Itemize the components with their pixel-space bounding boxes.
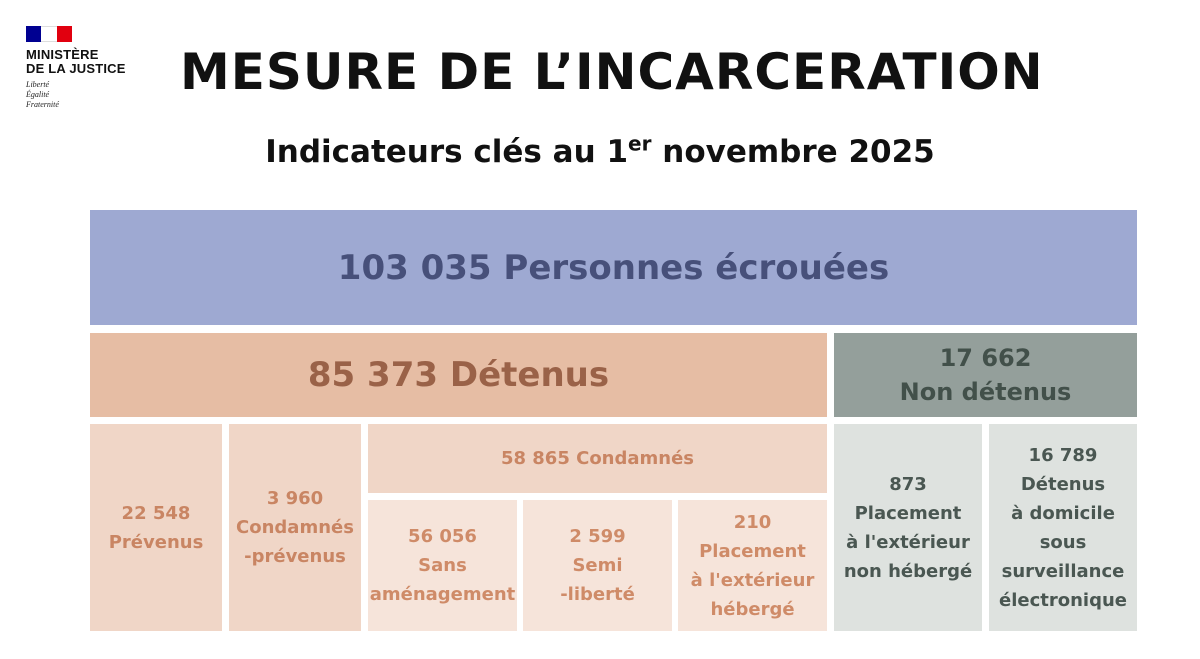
detenus-label: 85 373 Détenus xyxy=(307,355,610,395)
condamnes-prevenus-label: -prévenus xyxy=(244,546,346,567)
subtitle-date: novembre 2025 xyxy=(651,134,935,170)
placement-non-heberge-label: Placement xyxy=(854,502,962,524)
condamnes-prevenus-label: Condamnés xyxy=(236,517,354,538)
sans-amenagement-label: aménagement xyxy=(369,584,516,605)
placement-heberge-box: 210 Placement à l'extérieur hébergé xyxy=(678,500,827,631)
placement-heberge-label: hébergé xyxy=(710,598,795,620)
page-subtitle: Indicateurs clés au 1er novembre 2025 xyxy=(0,131,1200,173)
placement-heberge-label: Placement xyxy=(699,540,806,562)
semi-liberte-label: Semi xyxy=(572,555,623,576)
semi-liberte-value: 2 599 xyxy=(569,526,626,547)
surveillance-electronique-box: 16 789 Détenus à domicile sous surveilla… xyxy=(989,424,1137,631)
placement-non-heberge-box: 873 Placement à l'extérieur non hébergé xyxy=(834,424,982,631)
flag-red-band xyxy=(56,26,72,42)
condamnes-prevenus-value: 3 960 xyxy=(266,488,324,509)
semi-liberte-label: -liberté xyxy=(560,584,635,605)
detenus-box: 85 373 Détenus xyxy=(90,333,827,417)
surveillance-electronique-label: à domicile xyxy=(1011,502,1115,524)
ministry-logo: MINISTÈRE DE LA JUSTICE Liberté Égalité … xyxy=(26,26,156,110)
motto-line: Fraternité xyxy=(26,100,59,109)
condamnes-box: 58 865 Condamnés xyxy=(368,424,827,493)
surveillance-electronique-label: surveillance xyxy=(1001,560,1125,582)
motto-line: Égalité xyxy=(26,90,50,99)
non-detenus-label: Non détenus xyxy=(899,378,1072,406)
sans-amenagement-label: Sans xyxy=(418,555,467,576)
placement-heberge-value: 210 xyxy=(733,511,772,533)
subtitle-superscript: er xyxy=(628,131,652,156)
surveillance-electronique-label: Détenus xyxy=(1020,473,1106,495)
surveillance-electronique-value: 16 789 xyxy=(1028,444,1098,466)
ministry-name-line: DE LA JUSTICE xyxy=(26,61,126,76)
non-detenus-value: 17 662 xyxy=(939,344,1032,372)
flag-white-band xyxy=(41,26,57,42)
marianne-flag-icon xyxy=(26,26,72,42)
total-ecroues-label: 103 035 Personnes écrouées xyxy=(337,247,890,288)
sans-amenagement-box: 56 056 Sans aménagement xyxy=(368,500,517,631)
flag-blue-band xyxy=(26,26,42,42)
placement-non-heberge-label: non hébergé xyxy=(843,560,973,582)
prevenus-box: 22 548 Prévenus xyxy=(90,424,222,631)
prevenus-label: Prévenus xyxy=(108,531,204,553)
republic-motto: Liberté Égalité Fraternité xyxy=(26,80,156,110)
page-title: MESURE DE L’INCARCERATION xyxy=(180,43,1044,101)
surveillance-electronique-label: électronique xyxy=(999,589,1127,611)
ministry-name: MINISTÈRE DE LA JUSTICE xyxy=(26,48,156,76)
non-detenus-box: 17 662 Non détenus xyxy=(834,333,1137,417)
semi-liberte-box: 2 599 Semi -liberté xyxy=(523,500,672,631)
subtitle-text: Indicateurs clés au 1 xyxy=(265,134,629,170)
total-ecroues-box: 103 035 Personnes écrouées xyxy=(90,210,1137,325)
condamnes-label: 58 865 Condamnés xyxy=(500,448,695,469)
condamnes-prevenus-box: 3 960 Condamnés -prévenus xyxy=(229,424,361,631)
surveillance-electronique-label: sous xyxy=(1039,531,1087,553)
prevenus-value: 22 548 xyxy=(121,502,191,524)
placement-non-heberge-label: à l'extérieur xyxy=(846,531,970,553)
placement-heberge-label: à l'extérieur xyxy=(690,569,815,591)
placement-non-heberge-value: 873 xyxy=(889,473,927,495)
motto-line: Liberté xyxy=(26,80,50,89)
ministry-name-line: MINISTÈRE xyxy=(26,47,99,62)
sans-amenagement-value: 56 056 xyxy=(408,526,477,547)
